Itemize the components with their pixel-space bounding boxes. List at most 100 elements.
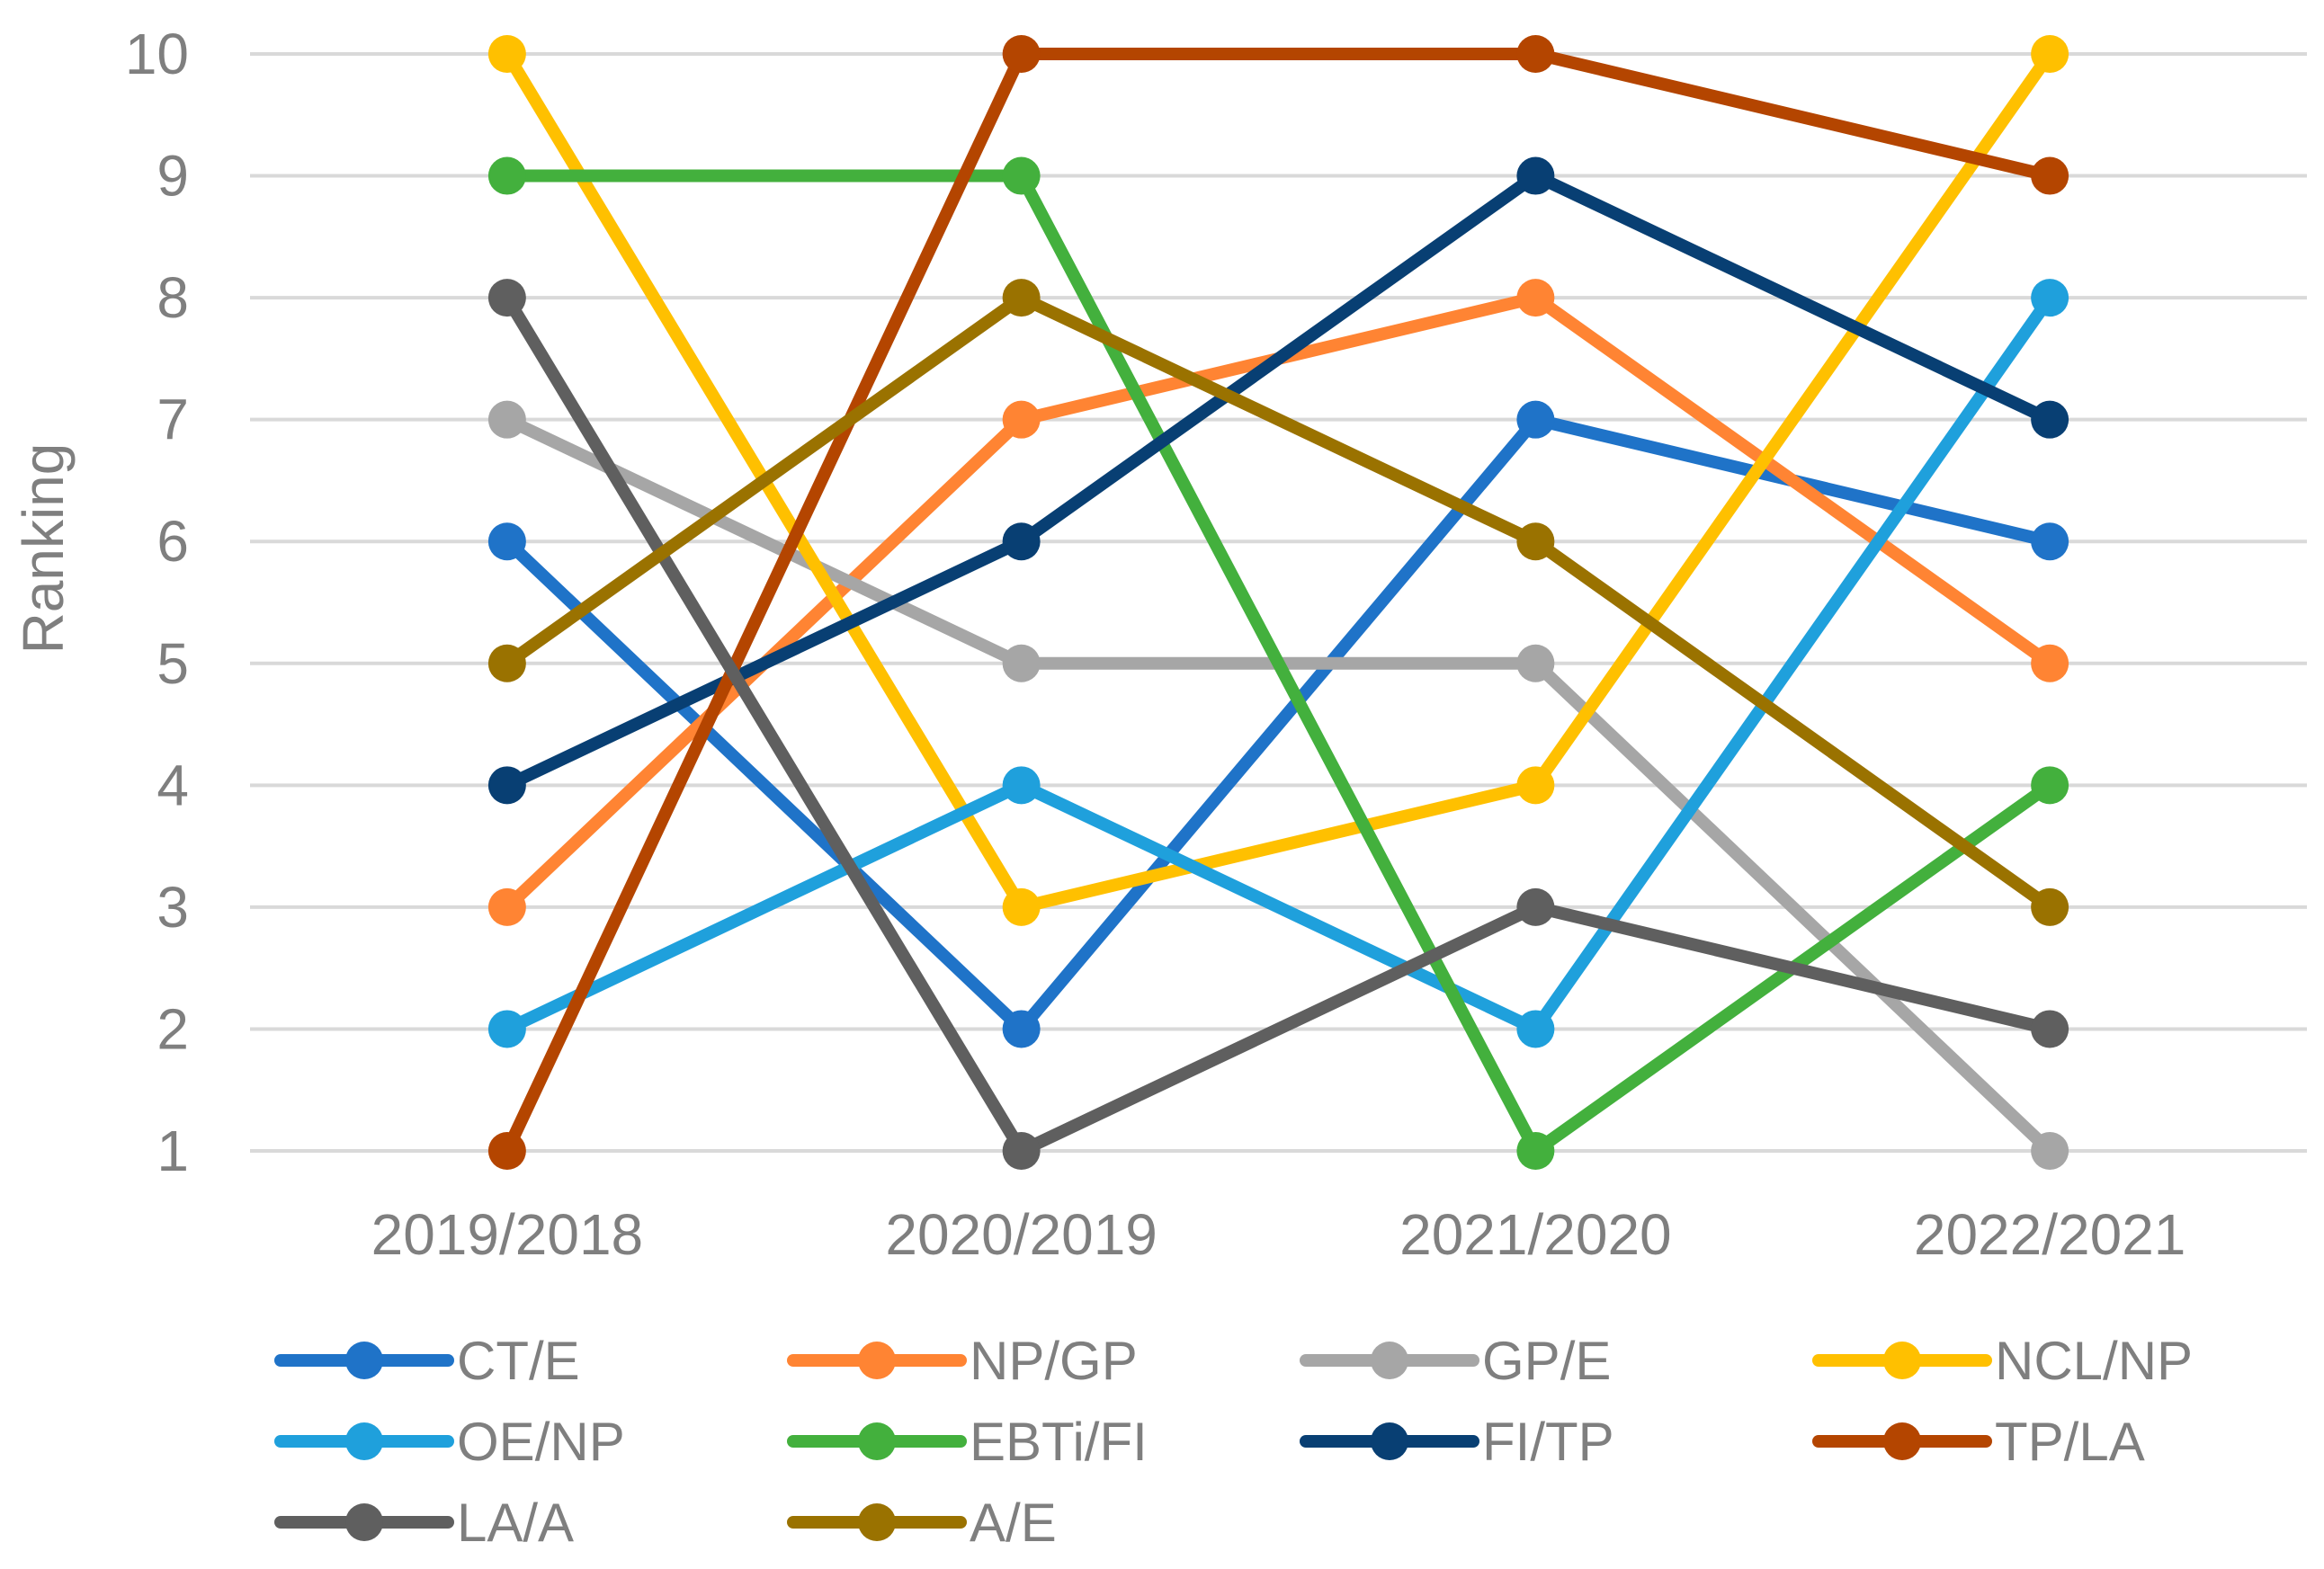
data-point-np-gp bbox=[2031, 644, 2069, 682]
y-tick-label: 6 bbox=[156, 509, 189, 574]
y-axis-ticks: 1 2 3 4 5 6 7 8 9 10 bbox=[125, 22, 189, 1183]
data-point-ebti-fi bbox=[1002, 156, 1041, 195]
legend-item-fi-tp: FI/TP bbox=[1300, 1412, 1614, 1472]
legend-marker-icon bbox=[345, 1342, 383, 1379]
x-tick-label: 2022/2021 bbox=[1914, 1202, 2186, 1267]
data-point-ebti-fi bbox=[1516, 1132, 1555, 1170]
data-point-la-a bbox=[1516, 887, 1555, 926]
legend-label: NCL/NP bbox=[1995, 1331, 2193, 1391]
legend-marker-icon bbox=[1371, 1422, 1408, 1460]
data-point-tp-la bbox=[2031, 156, 2069, 195]
series-line-oe-np bbox=[500, 291, 2057, 1036]
y-tick-label: 1 bbox=[156, 1119, 189, 1183]
legend-label: OE/NP bbox=[457, 1412, 625, 1472]
data-point-tp-la bbox=[487, 1132, 526, 1170]
data-point-oe-np bbox=[487, 1010, 526, 1048]
x-tick-label: 2020/2019 bbox=[885, 1202, 1158, 1267]
legend-label: A/E bbox=[970, 1493, 1057, 1553]
legend-label: CT/E bbox=[457, 1331, 580, 1391]
data-point-la-a bbox=[1002, 1132, 1041, 1170]
data-point-a-e bbox=[2031, 887, 2069, 926]
legend-label: GP/E bbox=[1482, 1331, 1611, 1391]
series-line-a-e bbox=[500, 291, 2057, 914]
data-point-fi-tp bbox=[1002, 522, 1041, 561]
y-tick-label: 10 bbox=[125, 22, 189, 86]
x-axis-ticks: 2019/2018 2020/2019 2021/2020 2022/2021 bbox=[371, 1202, 2186, 1267]
data-point-tp-la bbox=[1516, 35, 1555, 73]
data-point-ncl-np bbox=[487, 35, 526, 73]
series-line-fi-tp bbox=[500, 169, 2057, 792]
series-lines bbox=[487, 35, 2069, 1170]
data-point-la-a bbox=[2031, 1010, 2069, 1048]
y-axis-title: Ranking bbox=[11, 443, 76, 655]
series-line-tp-la bbox=[500, 48, 2057, 1157]
y-tick-label: 2 bbox=[156, 996, 189, 1061]
legend-item-ebti-fi: EBTi/FI bbox=[787, 1412, 1148, 1472]
legend-label: TP/LA bbox=[1995, 1412, 2145, 1472]
x-tick-label: 2021/2020 bbox=[1399, 1202, 1672, 1267]
legend-item-ncl-np: NCL/NP bbox=[1812, 1331, 2193, 1391]
data-point-ebti-fi bbox=[2031, 766, 2069, 805]
data-point-ct-e bbox=[1516, 400, 1555, 439]
data-point-fi-tp bbox=[2031, 400, 2069, 439]
data-point-fi-tp bbox=[487, 766, 526, 805]
data-point-a-e bbox=[487, 644, 526, 682]
legend-item-ct-e: CT/E bbox=[274, 1331, 580, 1391]
data-point-ncl-np bbox=[1002, 887, 1041, 926]
data-point-gp-e bbox=[1516, 644, 1555, 682]
series-fi-tp bbox=[487, 156, 2069, 805]
data-point-ct-e bbox=[487, 522, 526, 561]
y-tick-label: 9 bbox=[156, 144, 189, 209]
legend-item-tp-la: TP/LA bbox=[1812, 1412, 2145, 1472]
data-point-la-a bbox=[487, 279, 526, 317]
data-point-gp-e bbox=[1002, 644, 1041, 682]
y-tick-label: 8 bbox=[156, 265, 189, 330]
data-point-tp-la bbox=[1002, 35, 1041, 73]
data-point-ncl-np bbox=[2031, 35, 2069, 73]
legend-marker-icon bbox=[858, 1342, 896, 1379]
gridlines bbox=[250, 52, 2307, 1153]
series-oe-np bbox=[487, 279, 2069, 1048]
legend-label: NP/GP bbox=[970, 1331, 1138, 1391]
data-point-ebti-fi bbox=[487, 156, 526, 195]
legend-label: LA/A bbox=[457, 1493, 574, 1553]
legend-marker-icon bbox=[1883, 1422, 1921, 1460]
series-line-la-a bbox=[500, 291, 2057, 1157]
legend-item-a-e: A/E bbox=[787, 1493, 1057, 1553]
legend-item-la-a: LA/A bbox=[274, 1493, 574, 1553]
data-point-gp-e bbox=[2031, 1132, 2069, 1170]
data-point-np-gp bbox=[1516, 279, 1555, 317]
data-point-ct-e bbox=[1002, 1010, 1041, 1048]
y-tick-label: 4 bbox=[156, 753, 189, 817]
series-la-a bbox=[487, 279, 2069, 1170]
series-a-e bbox=[487, 279, 2069, 926]
data-point-ncl-np bbox=[1516, 766, 1555, 805]
legend-label: FI/TP bbox=[1482, 1412, 1614, 1472]
legend-item-oe-np: OE/NP bbox=[274, 1412, 625, 1472]
y-tick-label: 3 bbox=[156, 875, 189, 940]
data-point-gp-e bbox=[487, 400, 526, 439]
x-tick-label: 2019/2018 bbox=[371, 1202, 644, 1267]
data-point-a-e bbox=[1002, 279, 1041, 317]
data-point-np-gp bbox=[487, 887, 526, 926]
legend-marker-icon bbox=[858, 1503, 896, 1541]
legend-label: EBTi/FI bbox=[970, 1412, 1148, 1472]
legend-marker-icon bbox=[858, 1422, 896, 1460]
legend-marker-icon bbox=[1371, 1342, 1408, 1379]
data-point-ct-e bbox=[2031, 522, 2069, 561]
legend-marker-icon bbox=[1883, 1342, 1921, 1379]
y-tick-label: 5 bbox=[156, 631, 189, 696]
data-point-np-gp bbox=[1002, 400, 1041, 439]
data-point-a-e bbox=[1516, 522, 1555, 561]
data-point-fi-tp bbox=[1516, 156, 1555, 195]
data-point-oe-np bbox=[1002, 766, 1041, 805]
series-tp-la bbox=[487, 35, 2069, 1170]
data-point-oe-np bbox=[1516, 1010, 1555, 1048]
legend-marker-icon bbox=[345, 1422, 383, 1460]
series-ncl-np bbox=[487, 35, 2069, 926]
legend-item-gp-e: GP/E bbox=[1300, 1331, 1611, 1391]
data-point-oe-np bbox=[2031, 279, 2069, 317]
legend-item-np-gp: NP/GP bbox=[787, 1331, 1138, 1391]
legend-marker-icon bbox=[345, 1503, 383, 1541]
